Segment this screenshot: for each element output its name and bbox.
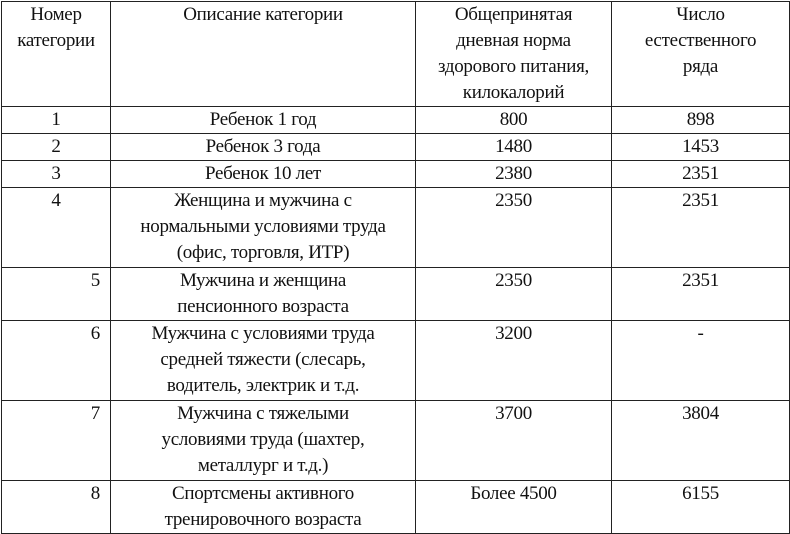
header-line: Номер bbox=[30, 4, 82, 25]
cell-series: 2351 bbox=[611, 160, 790, 188]
cell-description: Ребенок 10 лет bbox=[110, 160, 416, 188]
cell-description: Мужчина и женщина пенсионного возраста bbox=[110, 267, 416, 321]
header-description: Описание категории bbox=[110, 1, 416, 107]
table-row: 7 Мужчина с тяжелыми условиями труда (шахт… bbox=[1, 400, 790, 481]
description-line: нормальными условиями труда bbox=[140, 216, 386, 237]
description-line: Ребенок 1 год bbox=[209, 109, 317, 130]
header-line: ряда bbox=[682, 56, 719, 77]
cell-number: 8 bbox=[1, 480, 111, 534]
cell-description: Женщина и мужчина с нормальными условиями… bbox=[110, 187, 416, 268]
cell-norm: 800 bbox=[415, 106, 612, 134]
cell-number: 6 bbox=[1, 320, 111, 401]
header-number: Номер категории bbox=[1, 1, 111, 107]
cell-series: - bbox=[611, 320, 790, 401]
header-norm: Общепринятая дневная норма здорового питан… bbox=[415, 1, 612, 107]
description-line: Мужчина и женщина bbox=[179, 270, 347, 291]
table-row: 1 Ребенок 1 год 800 898 bbox=[1, 106, 790, 134]
header-line: естественного bbox=[644, 30, 757, 51]
description-line: (офис, торговля, ИТР) bbox=[176, 242, 350, 263]
cell-norm: 2380 bbox=[415, 160, 612, 188]
cell-series: 1453 bbox=[611, 133, 790, 161]
description-line: Мужчина с тяжелыми bbox=[177, 403, 349, 424]
cell-description: Спортсмены активного тренировочного возра… bbox=[110, 480, 416, 534]
header-line: Число bbox=[676, 4, 725, 25]
cell-description: Ребенок 1 год bbox=[110, 106, 416, 134]
cell-number: 1 bbox=[1, 106, 111, 134]
description-line: Спортсмены активного bbox=[171, 483, 355, 504]
cell-number: 7 bbox=[1, 400, 111, 481]
cell-description: Ребенок 3 года bbox=[110, 133, 416, 161]
cell-description: Мужчина с условиями труда средней тяжести… bbox=[110, 320, 416, 401]
description-line: металлург и т.д.) bbox=[197, 455, 329, 476]
header-line: килокалорий bbox=[462, 82, 565, 103]
header-line: Описание категории bbox=[183, 4, 343, 25]
table-row: 3 Ребенок 10 лет 2380 2351 bbox=[1, 160, 790, 188]
cell-norm: 3700 bbox=[415, 400, 612, 481]
cell-norm: 1480 bbox=[415, 133, 612, 161]
cell-number: 5 bbox=[1, 267, 111, 321]
cell-norm: 2350 bbox=[415, 187, 612, 268]
cell-series: 2351 bbox=[611, 267, 790, 321]
description-line: Ребенок 3 года bbox=[205, 136, 321, 157]
description-line: пенсионного возраста bbox=[177, 296, 349, 317]
description-line: Ребенок 10 лет bbox=[204, 163, 322, 184]
cell-number: 2 bbox=[1, 133, 111, 161]
header-line: дневная норма bbox=[456, 30, 571, 51]
cell-series: 898 bbox=[611, 106, 790, 134]
description-line: водитель, электрик и т.д. bbox=[166, 375, 360, 396]
table-row: 2 Ребенок 3 года 1480 1453 bbox=[1, 133, 790, 161]
cell-norm: 2350 bbox=[415, 267, 612, 321]
cell-series: 2351 bbox=[611, 187, 790, 268]
cell-number: 3 bbox=[1, 160, 111, 188]
table-row: 4 Женщина и мужчина с нормальными условиям… bbox=[1, 187, 790, 268]
cell-description: Мужчина с тяжелыми условиями труда (шахте… bbox=[110, 400, 416, 481]
header-row: Номер категории Описание категории Общеприн… bbox=[1, 1, 790, 107]
description-line: средней тяжести (слесарь, bbox=[160, 349, 366, 370]
table-row: 8 Спортсмены активного тренировочного возр… bbox=[1, 480, 790, 534]
description-line: Мужчина с условиями труда bbox=[151, 323, 375, 344]
table-row: 6 Мужчина с условиями труда средней тяжест… bbox=[1, 320, 790, 401]
table-row: 5 Мужчина и женщина пенсионного возраста 23… bbox=[1, 267, 790, 321]
description-line: условиями труда (шахтер, bbox=[161, 429, 365, 450]
header-series: Число естественного ряда bbox=[611, 1, 790, 107]
header-line: Общепринятая bbox=[454, 4, 573, 25]
cell-series: 6155 bbox=[611, 480, 790, 534]
cell-norm: 3200 bbox=[415, 320, 612, 401]
header-line: здорового питания, bbox=[438, 56, 589, 77]
cell-series: 3804 bbox=[611, 400, 790, 481]
description-line: Женщина и мужчина с bbox=[174, 190, 352, 211]
cell-number: 4 bbox=[1, 187, 111, 268]
cell-norm: Более 4500 bbox=[415, 480, 612, 534]
header-line: категории bbox=[17, 30, 95, 51]
description-line: тренировочного возраста bbox=[164, 509, 362, 530]
